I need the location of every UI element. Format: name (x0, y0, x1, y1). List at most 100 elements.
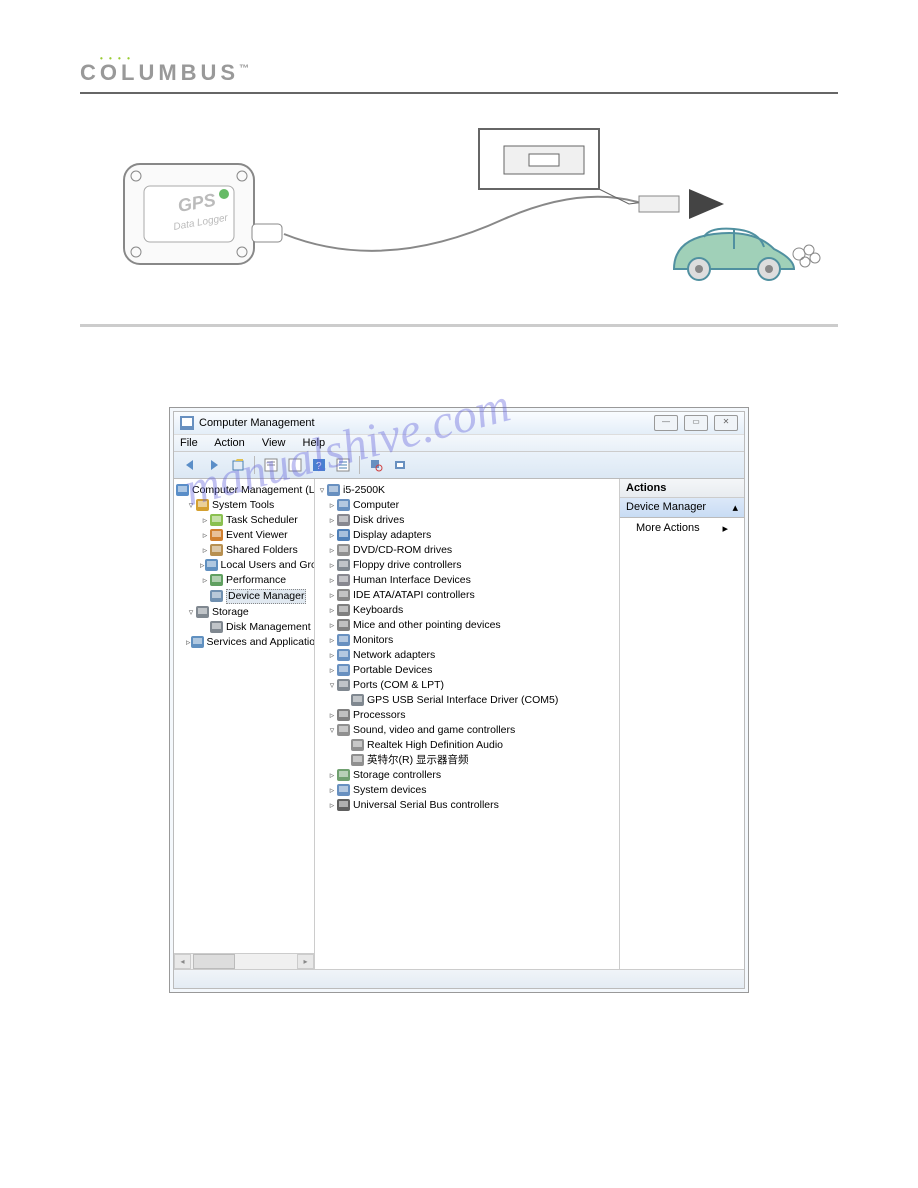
tree-item[interactable]: ▿Ports (COM & LPT) (315, 678, 619, 693)
tree-item[interactable]: Realtek High Definition Audio (315, 738, 619, 753)
tree-item[interactable]: ▹Network adapters (315, 648, 619, 663)
tree-item[interactable]: ▹Display adapters (315, 528, 619, 543)
node-icon (337, 589, 351, 602)
tree-item[interactable]: 英特尔(R) 显示器音频 (315, 753, 619, 768)
more-actions-link[interactable]: More Actions ▸ (620, 518, 744, 539)
expand-icon[interactable]: ▿ (327, 679, 337, 692)
expand-icon[interactable]: ▹ (327, 559, 337, 572)
node-label: Storage (212, 606, 249, 619)
tree-item[interactable]: ▹Human Interface Devices (315, 573, 619, 588)
tree-item[interactable]: Computer Management (Local (174, 483, 314, 498)
properties-button[interactable] (261, 455, 281, 475)
expand-icon[interactable]: ▿ (317, 484, 327, 497)
node-icon (210, 544, 224, 557)
expand-icon[interactable]: ▹ (327, 529, 337, 542)
tree-item[interactable]: ▹Shared Folders (174, 543, 314, 558)
tree-item[interactable]: ▹Performance (174, 573, 314, 588)
maximize-button[interactable]: ▭ (684, 415, 708, 431)
expand-icon[interactable]: ▹ (327, 799, 337, 812)
menu-help[interactable]: Help (303, 437, 326, 449)
expand-icon[interactable]: ▹ (327, 649, 337, 662)
tree-item[interactable]: ▹ Keyboards (315, 603, 619, 618)
tree-item[interactable]: ▹Computer (315, 498, 619, 513)
scroll-left-button[interactable]: ◂ (174, 954, 191, 969)
tree-item[interactable]: ▿ Storage (174, 605, 314, 620)
expand-icon[interactable]: ▹ (327, 574, 337, 587)
expand-icon[interactable]: ▹ (327, 589, 337, 602)
navigation-tree[interactable]: Computer Management (Local▿System Tools▹… (174, 479, 315, 969)
expand-icon[interactable]: ▹ (200, 574, 210, 587)
help-button[interactable]: ? (309, 455, 329, 475)
tree-item[interactable]: ▹Local Users and Groups (174, 558, 314, 573)
expand-icon[interactable]: ▹ (327, 619, 337, 632)
close-button[interactable]: ✕ (714, 415, 738, 431)
tree-item[interactable]: GPS USB Serial Interface Driver (COM5) (315, 693, 619, 708)
expand-icon[interactable]: ▹ (327, 634, 337, 647)
device-button[interactable] (390, 455, 410, 475)
expand-icon[interactable]: ▹ (327, 664, 337, 677)
expand-icon[interactable]: ▿ (186, 499, 196, 512)
list-button[interactable] (333, 455, 353, 475)
tree-item[interactable]: Device Manager (174, 588, 314, 605)
tree-item[interactable]: ▹IDE ATA/ATAPI controllers (315, 588, 619, 603)
back-button[interactable] (180, 455, 200, 475)
expand-icon[interactable]: ▹ (327, 604, 337, 617)
refresh-button[interactable] (285, 455, 305, 475)
tree-item[interactable]: ▹Task Scheduler (174, 513, 314, 528)
actions-title: Actions (620, 479, 744, 498)
tree-item[interactable]: ▹Monitors (315, 633, 619, 648)
expand-icon[interactable]: ▹ (327, 514, 337, 527)
node-label: System Tools (212, 499, 274, 512)
expand-icon[interactable]: ▹ (327, 499, 337, 512)
tree-item[interactable]: ▿ System Tools (174, 498, 314, 513)
forward-button[interactable] (204, 455, 224, 475)
collapse-icon: ▴ (732, 501, 738, 514)
minimize-button[interactable]: — (654, 415, 678, 431)
tree-item[interactable]: ▹System devices (315, 783, 619, 798)
tree-item[interactable]: ▹Services and Applications (174, 635, 314, 650)
up-button[interactable] (228, 455, 248, 475)
tree-item[interactable]: ▹Floppy drive controllers (315, 558, 619, 573)
tree-item[interactable]: ▹Storage controllers (315, 768, 619, 783)
scroll-right-button[interactable]: ▸ (297, 954, 314, 969)
expand-icon[interactable]: ▹ (327, 769, 337, 782)
expand-icon[interactable]: ▿ (186, 606, 196, 619)
actions-section-header[interactable]: Device Manager ▴ (620, 498, 744, 518)
expand-icon[interactable]: ▹ (200, 514, 210, 527)
tree-item[interactable]: ▹Portable Devices (315, 663, 619, 678)
expand-icon[interactable]: ▹ (200, 544, 210, 557)
node-icon (337, 529, 351, 542)
menu-view[interactable]: View (262, 437, 286, 449)
node-label: Services and Applications (207, 636, 315, 649)
node-icon (337, 649, 351, 662)
logo-dots-icon: • • • • (100, 54, 132, 63)
expand-icon[interactable]: ▹ (327, 709, 337, 722)
node-icon (337, 514, 351, 527)
menu-file[interactable]: File (180, 437, 198, 449)
tree-item[interactable]: ▿Sound, video and game controllers (315, 723, 619, 738)
tree-item[interactable]: ▹Processors (315, 708, 619, 723)
brand-logo: • • • • COLUMBUS™ (80, 60, 253, 86)
node-label: Keyboards (353, 604, 403, 617)
device-tree[interactable]: ▿i5-2500K▹Computer▹Disk drives▹Display a… (315, 479, 620, 969)
tree-item[interactable]: ▿i5-2500K (315, 483, 619, 498)
node-icon (337, 799, 351, 812)
tree-item[interactable]: ▹Mice and other pointing devices (315, 618, 619, 633)
tree-item[interactable]: ▹Universal Serial Bus controllers (315, 798, 619, 813)
tree-item[interactable]: ▹Event Viewer (174, 528, 314, 543)
scan-button[interactable] (366, 455, 386, 475)
scroll-thumb[interactable] (193, 954, 235, 969)
horizontal-scrollbar[interactable]: ◂ ▸ (174, 953, 314, 969)
brand-tm: ™ (239, 64, 253, 75)
window-title-bar[interactable]: Computer Management — ▭ ✕ (174, 412, 744, 434)
expand-icon[interactable]: ▹ (200, 529, 210, 542)
tree-item[interactable]: ▹Disk drives (315, 513, 619, 528)
tree-item[interactable]: ▹DVD/CD-ROM drives (315, 543, 619, 558)
menu-action[interactable]: Action (214, 437, 245, 449)
expand-icon[interactable]: ▹ (327, 784, 337, 797)
node-icon (210, 514, 224, 527)
expand-icon[interactable]: ▹ (327, 544, 337, 557)
toolbar: ? (174, 452, 744, 479)
expand-icon[interactable]: ▿ (327, 724, 337, 737)
tree-item[interactable]: Disk Management (174, 620, 314, 635)
